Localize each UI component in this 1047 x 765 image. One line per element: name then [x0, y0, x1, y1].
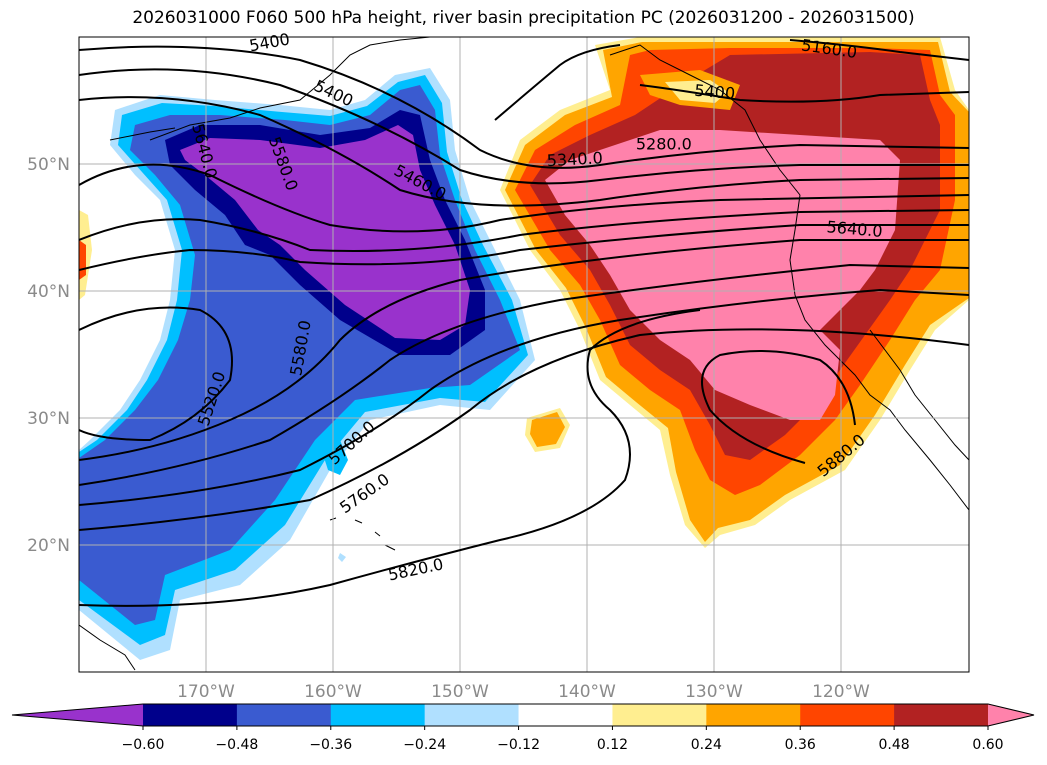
- anomaly-patch-isolated-orange-core: [530, 412, 565, 447]
- colorbar-segment: [424, 704, 520, 726]
- lon-label-170w: 170°W: [177, 682, 235, 702]
- contour-label: 5280.0: [636, 134, 692, 153]
- lon-label-150w: 150°W: [431, 682, 489, 702]
- contour-line: [789, 39, 969, 61]
- contour-line: [79, 209, 969, 252]
- colorbar-tick-label: −0.24: [403, 737, 446, 753]
- lon-label-140w: 140°W: [558, 682, 616, 702]
- colorbar-tick-label: 0.60: [972, 737, 1003, 753]
- colorbar-extend-max: [988, 704, 1034, 726]
- contour-line: [79, 288, 969, 506]
- lat-label-30: 30°N: [27, 409, 70, 429]
- contour-line: [79, 45, 969, 169]
- map-frame: [78, 36, 970, 673]
- lon-label-160w: 160°W: [304, 682, 362, 702]
- colorbar-tick-label: −0.12: [497, 737, 540, 753]
- colorbar-tick-label: 0.12: [597, 737, 628, 753]
- contour-line: [79, 309, 701, 607]
- lat-label-50: 50°N: [27, 155, 70, 175]
- anomaly-band-purple: [180, 125, 470, 340]
- contour-line: [79, 224, 969, 271]
- contour-line: [79, 328, 969, 531]
- coastline-lower-left: [79, 624, 136, 671]
- colorbar-segment: [518, 704, 613, 726]
- contour-line: [701, 350, 856, 464]
- colorbar-segment: [612, 704, 707, 726]
- colorbar-tick-label: 0.48: [879, 737, 910, 753]
- coastline-baja: [869, 329, 969, 461]
- anomaly-patch-west-edge-core: [79, 240, 86, 280]
- coastline-aleutians: [109, 127, 176, 141]
- contour-line: [79, 163, 969, 233]
- map-content: [79, 37, 969, 672]
- colorbar-segment: [143, 704, 238, 726]
- coastline-us-west: [789, 194, 969, 511]
- lon-label-130w: 130°W: [685, 682, 743, 702]
- colorbar-tick-label: −0.60: [122, 737, 165, 753]
- coastlines: [79, 37, 969, 671]
- negative-anomaly-region: [79, 68, 535, 660]
- colorbar-tick-label: 0.36: [785, 737, 816, 753]
- colorbar-tick-label: 0.24: [691, 737, 722, 753]
- lat-label-40: 40°N: [27, 282, 70, 302]
- colorbar-segment: [236, 704, 332, 726]
- colorbar-extend-min: [12, 704, 143, 726]
- map-title: 2026031000 F060 500 hPa height, river ba…: [132, 8, 915, 28]
- contour-line: [639, 84, 969, 103]
- contour-label: 5400: [694, 81, 736, 103]
- lat-label-20: 20°N: [27, 536, 70, 556]
- coastline-alaska: [149, 37, 431, 141]
- contour-label: 5340.0: [546, 148, 603, 170]
- colorbar-segment: [330, 704, 426, 726]
- colorbar-segment: [800, 704, 895, 726]
- longitude-labels: 170°W 160°W 150°W 140°W 130°W 120°W: [177, 682, 870, 702]
- colorbar-tick-label: −0.48: [215, 737, 258, 753]
- contour-line: [79, 263, 969, 486]
- colorbar-segment: [706, 704, 801, 726]
- lon-label-120w: 120°W: [812, 682, 870, 702]
- latitude-labels: 20°N 30°N 40°N 50°N: [27, 155, 70, 556]
- colorbar-segment: [894, 704, 989, 726]
- height-contours: [79, 39, 969, 607]
- coastline-alaska-panhandle: [609, 44, 801, 196]
- contour-label: 5640.0: [826, 217, 883, 241]
- colorbar-tick-label: −0.36: [309, 737, 352, 753]
- contour-line: [79, 306, 233, 442]
- contour-line: [79, 239, 969, 461]
- anomaly-band-pink: [545, 130, 900, 420]
- contour-line: [79, 68, 969, 185]
- colorbar: −0.60 −0.48 −0.36 −0.24 −0.12 0.12 0.24 0.36 0.4…: [11, 703, 1035, 753]
- contour-line: [494, 44, 621, 121]
- contour-line: [79, 96, 969, 207]
- anomaly-patch-small: [338, 553, 346, 562]
